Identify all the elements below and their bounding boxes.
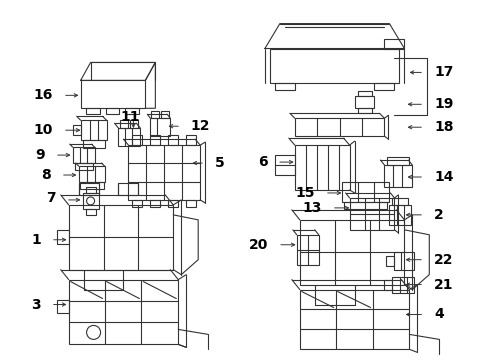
Bar [105,108,120,114]
Text: 8: 8 [41,168,51,182]
Text: 12: 12 [190,119,210,133]
Bar [128,145,200,200]
Bar [394,252,415,270]
Bar [297,235,318,265]
Bar [151,111,159,118]
Bar [86,108,99,114]
Bar [275,155,295,175]
Text: 11: 11 [121,110,140,124]
Text: 19: 19 [434,97,454,111]
Bar [349,198,394,230]
Bar [385,39,404,49]
Bar [57,300,69,314]
Bar [168,135,178,145]
Bar [132,135,143,145]
Bar [300,220,404,285]
Text: 1: 1 [31,233,41,247]
Bar [385,165,413,187]
Bar [78,166,104,182]
Bar [80,182,103,189]
Text: 9: 9 [35,148,45,162]
Bar [119,128,141,146]
Bar [86,187,96,193]
Bar [78,183,98,195]
Text: 6: 6 [258,155,268,169]
Text: 2: 2 [434,208,444,222]
Bar [73,125,81,135]
Bar [119,183,138,195]
Bar [390,205,412,225]
Text: 4: 4 [434,307,444,321]
Bar [358,108,371,113]
Bar [385,280,392,289]
Bar [81,120,106,140]
Bar [358,91,371,96]
Bar [295,145,349,190]
Text: 13: 13 [302,201,322,215]
Bar [300,289,409,349]
Text: 15: 15 [295,186,315,200]
Bar [150,200,160,207]
Bar [83,193,98,209]
Bar [150,135,160,145]
Text: 21: 21 [434,278,454,292]
Bar [121,120,128,128]
Bar [74,163,93,170]
Text: 14: 14 [434,170,454,184]
Bar [392,276,415,293]
Bar [388,157,409,165]
Bar [295,118,385,136]
Text: 17: 17 [434,66,454,80]
Bar [392,198,408,205]
Bar [132,200,143,207]
Bar [343,202,388,209]
Bar [86,209,96,215]
Text: 20: 20 [248,238,268,252]
Bar [186,200,196,207]
Bar [161,111,169,118]
Bar [374,84,394,90]
Bar [275,84,295,90]
Bar [83,140,104,148]
Bar [73,147,95,163]
Bar [125,108,140,114]
Bar [130,120,138,128]
Bar [355,96,374,108]
Bar [387,256,394,266]
Bar [69,205,173,270]
Bar [168,200,178,207]
Bar [186,135,196,145]
Text: 5: 5 [215,156,225,170]
Bar [342,182,390,202]
Bar [69,280,178,345]
Bar [270,49,399,84]
Text: 3: 3 [31,297,41,311]
Text: 22: 22 [434,253,454,267]
Bar [81,80,146,108]
Text: 7: 7 [46,191,56,205]
Text: 16: 16 [33,88,53,102]
Bar [57,230,69,244]
Bar [150,118,171,136]
Text: 10: 10 [33,123,53,137]
Text: 18: 18 [434,120,454,134]
